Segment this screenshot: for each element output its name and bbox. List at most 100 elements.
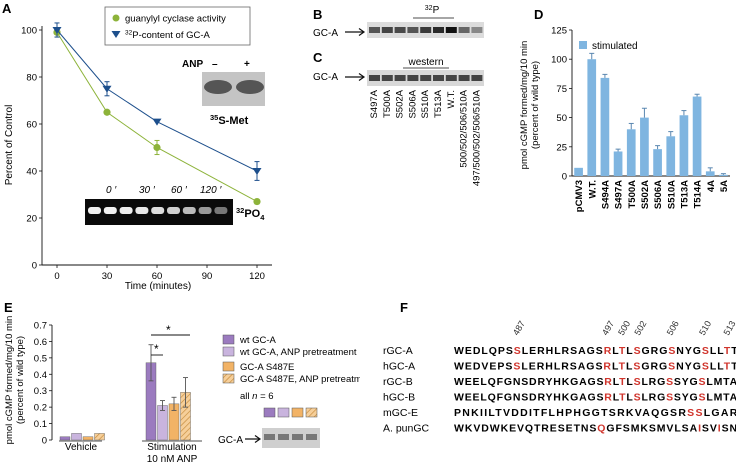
gel-band: [369, 75, 380, 81]
residue: L: [488, 407, 495, 419]
arrow-icon: [245, 435, 262, 443]
residue-position: 487: [511, 319, 527, 337]
sig-star-low: *: [154, 342, 159, 356]
gel-band: [135, 207, 149, 214]
residue: H: [546, 345, 554, 357]
panel-d-bars: pCMV3 W.T. S494A S497A T500A S502A S506A S510A T…: [574, 52, 730, 212]
residue: N: [581, 423, 589, 435]
time-label: 60 ′: [171, 185, 188, 196]
panel-e-western: GC-A: [218, 407, 320, 448]
bar: [666, 136, 676, 176]
lane-label: S502A: [395, 89, 406, 118]
gel-e-band: [264, 434, 275, 440]
sequence-name: rGC-A: [383, 345, 413, 357]
gel-band: [369, 27, 380, 33]
residue: H: [553, 376, 561, 388]
bar: [600, 77, 610, 176]
x-tick-label: 120: [249, 271, 265, 282]
residue: S: [699, 376, 706, 388]
residue: Y: [545, 392, 552, 404]
residue: R: [537, 345, 545, 357]
gel-band: [88, 207, 101, 214]
residue: R: [561, 361, 569, 373]
gel-e-band: [306, 434, 317, 440]
gel-band: [381, 75, 393, 81]
panel-a-letter: A: [2, 1, 12, 16]
gel-band: [458, 75, 470, 81]
residue: R: [730, 407, 736, 419]
y-tick-label: 25: [556, 142, 567, 153]
gel-32p-bands: [88, 207, 228, 214]
residue: S: [589, 423, 596, 435]
y-tick-label: 125: [551, 26, 567, 37]
residue: S: [634, 376, 641, 388]
residue: R: [603, 361, 611, 373]
alignment-positions: 487 497 500 502 506 510 513: [511, 319, 736, 337]
residue: S: [670, 407, 677, 419]
bar: [692, 96, 702, 176]
panel-e-ylabel-1: pmol cGMP formed/mg/10 min: [4, 316, 15, 445]
residue: G: [693, 345, 701, 357]
residue: V: [517, 423, 524, 435]
residue: E: [529, 345, 536, 357]
residue: L: [554, 361, 561, 373]
residue: I: [718, 423, 721, 435]
x-tick-label: T500A: [627, 180, 638, 209]
residue: A: [642, 407, 650, 419]
legend-swatch: [222, 373, 235, 384]
bar: [613, 151, 623, 176]
residue: S: [674, 392, 681, 404]
residue: A: [578, 345, 586, 357]
lane-label: 497/500/502/506/510A: [471, 89, 482, 186]
residue: T: [601, 407, 608, 419]
residue: S: [668, 345, 675, 357]
data-point: [152, 118, 162, 126]
y-tick-label: 0: [42, 436, 47, 447]
legend-label: GC-A S487E, ANP pretreatment: [240, 374, 360, 385]
residue: V: [666, 423, 673, 435]
residue: A: [721, 407, 729, 419]
y-tick-label: 75: [556, 84, 567, 95]
residue: L: [626, 376, 633, 388]
y-tick-label: 0.5: [34, 353, 47, 364]
residue: K: [501, 423, 509, 435]
panel-b-letter: B: [313, 7, 322, 22]
residue: G: [642, 345, 650, 357]
residue: G: [570, 392, 578, 404]
panel-e-axes: 0 0.1 0.2 0.3 0.4 0.5 0.6 0.7: [34, 321, 53, 447]
residue: H: [545, 361, 553, 373]
residue: T: [619, 376, 626, 388]
residue: Y: [545, 376, 552, 388]
caption-35s-met: 35S-Met: [210, 113, 249, 127]
residue: K: [562, 392, 570, 404]
residue: V: [503, 407, 510, 419]
sequence-name: mGC-E: [383, 407, 418, 419]
residue-position: 502: [632, 319, 648, 337]
residue: Q: [489, 345, 497, 357]
residue: K: [640, 423, 648, 435]
panel-e-gc-label: GC-A: [218, 435, 243, 446]
gel-band: [394, 75, 406, 81]
residue: S: [623, 423, 630, 435]
residue: L: [710, 345, 717, 357]
residue: T: [731, 345, 736, 357]
residue: I: [484, 407, 487, 419]
residue: R: [649, 392, 657, 404]
sequence-a-pungc: WKVDWKEVQTRESETNSQGFSMKSMVLSAISVISNA: [454, 423, 736, 435]
gel-band: [182, 207, 196, 214]
legend-swatch: [222, 346, 235, 357]
panel-e-ylabel-2: (percent of wild type): [15, 336, 26, 424]
residue: Q: [525, 423, 533, 435]
y-tick-label: 20: [26, 214, 37, 225]
residue: L: [706, 392, 713, 404]
x-tick-label: S506A: [653, 180, 664, 209]
legend-label: wt GC-A: [239, 335, 277, 346]
residue-position: 513: [721, 319, 736, 337]
gel-band: [471, 75, 483, 81]
sequence-name: A. punGC: [383, 423, 430, 435]
panel-d-letter: D: [534, 7, 543, 22]
panel-d-legend-swatch: [579, 41, 587, 49]
data-point: [253, 197, 261, 206]
residue: V: [481, 361, 488, 373]
bar: [640, 117, 649, 176]
